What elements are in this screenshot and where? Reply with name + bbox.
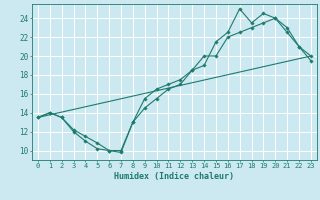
X-axis label: Humidex (Indice chaleur): Humidex (Indice chaleur) bbox=[115, 172, 234, 181]
